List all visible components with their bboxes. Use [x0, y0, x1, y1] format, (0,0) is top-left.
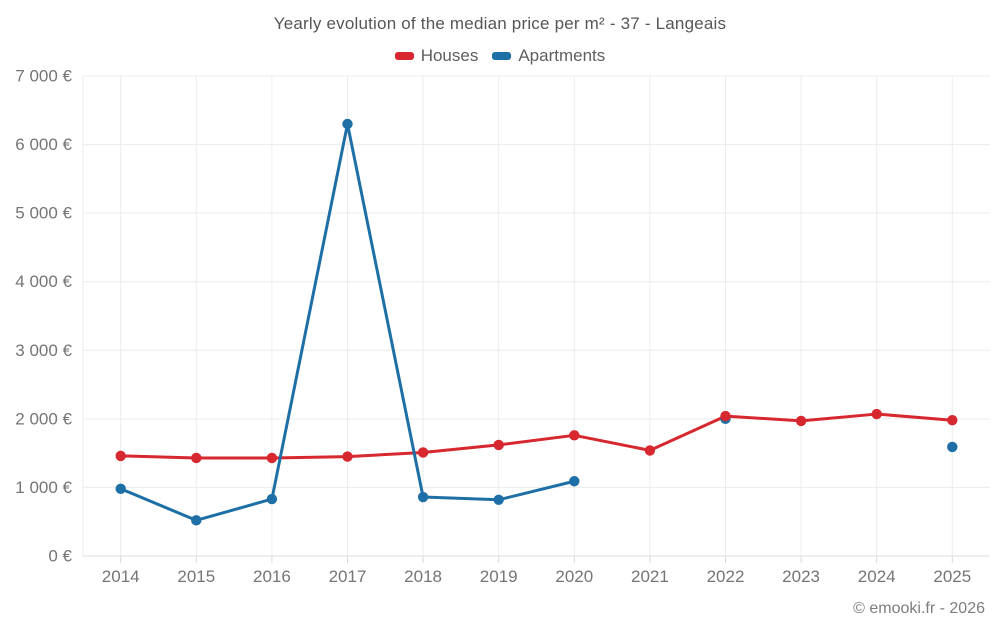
- houses-point-2022: [720, 410, 731, 422]
- houses-point-2025: [947, 415, 958, 426]
- houses-point-2021: [644, 445, 656, 456]
- apartments-swatch-icon: [492, 52, 512, 60]
- x-tick-label: 2022: [707, 567, 745, 586]
- houses-line: [119, 412, 954, 460]
- legend-label-apartments: Apartments: [518, 46, 606, 65]
- x-tick-label: 2014: [102, 567, 140, 586]
- apartments-point-2020: [569, 476, 580, 487]
- houses-point-2020: [569, 430, 580, 441]
- y-tick-label: 4 000 €: [15, 272, 72, 291]
- x-tick-label: 2024: [858, 567, 896, 586]
- apartments-point-2016: [266, 493, 278, 505]
- apartments-point-2018: [417, 491, 429, 503]
- x-tick-label: 2023: [782, 567, 820, 586]
- apartments-point-2015: [191, 515, 202, 526]
- houses-point-2015: [191, 452, 202, 464]
- apartments-point-2017: [342, 118, 353, 130]
- x-tick-label: 2017: [329, 567, 367, 586]
- chart-title: Yearly evolution of the median price per…: [273, 14, 727, 33]
- houses-point-2023: [795, 415, 807, 427]
- houses-point-2024: [871, 408, 882, 420]
- legend: Houses Apartments: [0, 46, 1000, 66]
- y-tick-label: 1 000 €: [15, 478, 72, 497]
- y-tick-label: 3 000 €: [15, 341, 72, 360]
- y-tick-label: 5 000 €: [15, 204, 72, 223]
- apartments-point-2025: [947, 441, 958, 453]
- y-tick-label: 7 000 €: [15, 67, 72, 86]
- x-tick-label: 2019: [480, 567, 518, 586]
- legend-label-houses: Houses: [420, 46, 479, 65]
- y-tick-label: 0 €: [48, 547, 72, 566]
- legend-item-apartments: Apartments: [492, 46, 605, 66]
- x-tick-label: 2016: [253, 567, 291, 586]
- x-tick-label: 2015: [177, 567, 215, 586]
- houses-point-2019: [493, 439, 504, 451]
- x-tick-label: 2021: [631, 567, 669, 586]
- copyright-text: © emooki.fr - 2026: [853, 600, 985, 617]
- x-tick-label: 2025: [933, 567, 971, 586]
- houses-point-2016: [266, 452, 278, 464]
- houses-swatch-icon: [394, 52, 414, 60]
- x-tick-label: 2018: [404, 567, 442, 586]
- apartments-point-2019: [493, 494, 504, 505]
- y-tick-label: 2 000 €: [15, 409, 72, 428]
- x-tick-label: 2020: [555, 567, 593, 586]
- houses-point-2017: [342, 451, 353, 462]
- legend-item-houses: Houses: [394, 46, 479, 66]
- houses-point-2018: [417, 447, 429, 458]
- y-tick-label: 6 000 €: [15, 135, 72, 154]
- houses-point-2014: [115, 450, 126, 462]
- apartments-point-2014: [115, 483, 126, 494]
